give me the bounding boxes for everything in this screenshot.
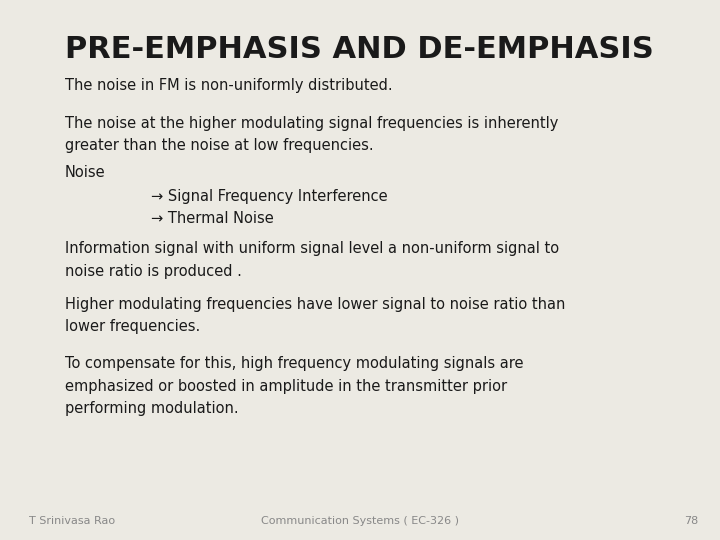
Text: Information signal with uniform signal level a non-uniform signal to
noise ratio: Information signal with uniform signal l… [65,241,559,279]
Text: Higher modulating frequencies have lower signal to noise ratio than
lower freque: Higher modulating frequencies have lower… [65,297,565,334]
Text: Communication Systems ( EC-326 ): Communication Systems ( EC-326 ) [261,516,459,526]
Text: To compensate for this, high frequency modulating signals are
emphasized or boos: To compensate for this, high frequency m… [65,356,523,416]
Text: Noise: Noise [65,165,105,180]
Text: T Srinivasa Rao: T Srinivasa Rao [29,516,115,526]
Text: PRE-EMPHASIS AND DE-EMPHASIS: PRE-EMPHASIS AND DE-EMPHASIS [65,35,654,64]
Text: → Signal Frequency Interference
→ Thermal Noise: → Signal Frequency Interference → Therma… [151,189,388,226]
Text: The noise in FM is non-uniformly distributed.: The noise in FM is non-uniformly distrib… [65,78,392,93]
Text: The noise at the higher modulating signal frequencies is inherently
greater than: The noise at the higher modulating signa… [65,116,558,153]
Text: 78: 78 [684,516,698,526]
